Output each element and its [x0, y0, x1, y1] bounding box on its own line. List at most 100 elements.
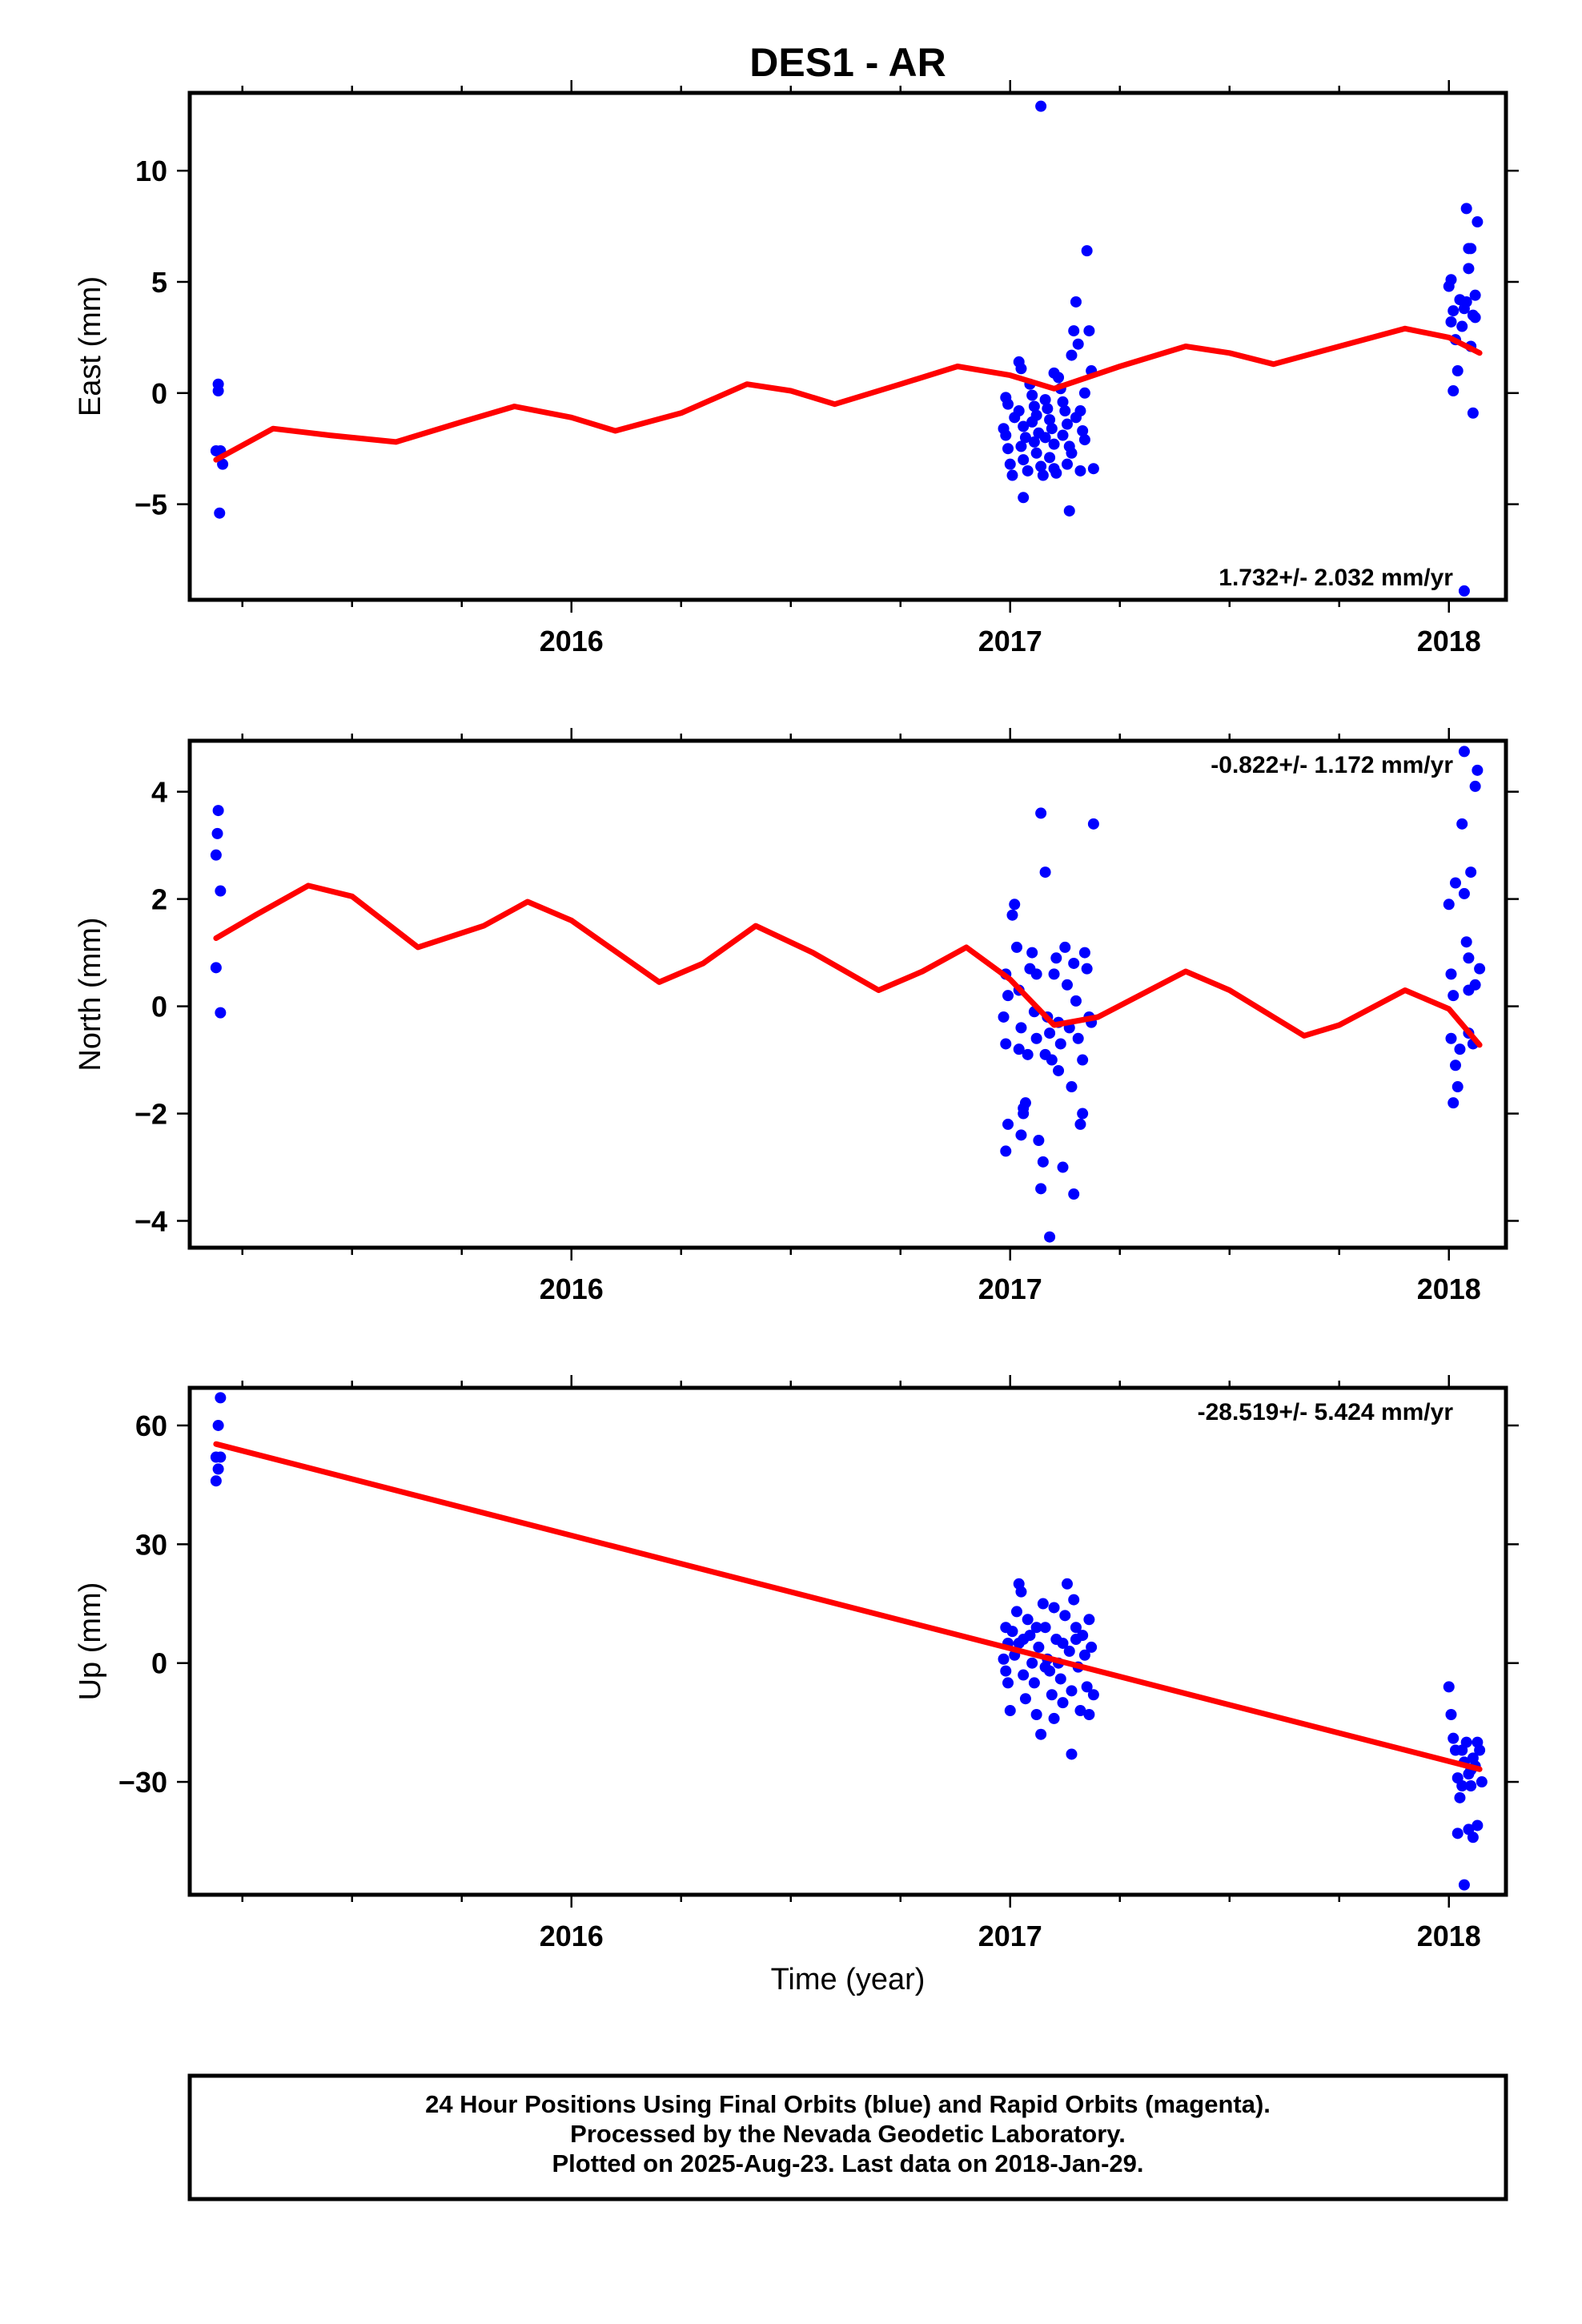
up-y-tick-label: 60	[135, 1409, 167, 1442]
north-data-point	[1449, 877, 1461, 889]
north-data-point	[1037, 1156, 1049, 1168]
up-y-tick-label: 30	[135, 1528, 167, 1561]
east-plot-frame	[187, 90, 1508, 602]
north-data-point	[1068, 957, 1080, 969]
footer-line-3: Plotted on 2025-Aug-23. Last data on 201…	[552, 2149, 1143, 2177]
north-data-point	[1015, 1129, 1027, 1141]
up-data-point	[1046, 1689, 1058, 1701]
up-rate-label: -28.519+/- 5.424 mm/yr	[1198, 1399, 1454, 1425]
east-data-point	[1026, 389, 1038, 401]
east-data-point	[1445, 316, 1457, 328]
up-panel: 2016 2017 2018 −30 0 30 60 Up (mm) -28.519+/- 5.…	[74, 1375, 1519, 1952]
up-y-tick-label: 0	[151, 1647, 167, 1680]
up-data-point	[1465, 1780, 1477, 1792]
north-data-point	[1000, 1145, 1012, 1157]
north-data-point	[1472, 764, 1484, 776]
north-data-point	[1059, 941, 1071, 953]
up-data-point	[1026, 1657, 1038, 1669]
east-data-point	[212, 385, 224, 397]
north-data-point	[1030, 1032, 1042, 1044]
east-data-point	[1009, 412, 1021, 424]
east-data-point	[1044, 414, 1056, 426]
plot-title: DES1 - AR	[749, 40, 946, 85]
east-data-point	[1452, 365, 1464, 377]
north-data-point	[1057, 1161, 1069, 1173]
north-y-tick-label: 2	[151, 883, 167, 916]
east-data-point	[1077, 425, 1089, 436]
east-y-tick-label: 0	[151, 377, 167, 410]
east-data-point	[1063, 505, 1075, 517]
east-data-point	[1074, 464, 1086, 476]
north-data-point	[998, 1011, 1010, 1023]
east-data-point	[1004, 458, 1016, 470]
up-data-point	[1030, 1708, 1042, 1720]
north-data-point	[1077, 1108, 1089, 1120]
north-data-point	[1039, 866, 1051, 879]
up-data-point	[210, 1475, 222, 1487]
east-y-tick-label: 10	[135, 155, 167, 187]
east-data-point	[214, 507, 226, 519]
east-data-point	[1447, 385, 1460, 397]
up-data-point	[1447, 1732, 1460, 1744]
north-data-point	[1048, 968, 1060, 980]
x-axis-label: Time (year)	[771, 1963, 926, 1996]
up-data-point	[1458, 1879, 1470, 1891]
north-data-point	[210, 962, 222, 974]
up-x-tick-label: 2018	[1417, 1920, 1481, 1952]
east-data-point	[1087, 463, 1099, 475]
north-data-point	[1018, 1102, 1030, 1114]
up-data-point	[1048, 1602, 1060, 1614]
east-data-point	[1035, 460, 1047, 472]
north-data-point	[1474, 963, 1486, 975]
footer-frame	[187, 2073, 1508, 2201]
up-data-point	[1086, 1641, 1098, 1653]
up-data-point	[1059, 1610, 1071, 1622]
north-data-point	[1443, 899, 1455, 911]
north-data-point	[1469, 979, 1481, 991]
up-data-point	[1022, 1614, 1034, 1626]
north-data-point	[1456, 818, 1468, 830]
north-data-point	[1053, 1064, 1065, 1076]
east-rate-label: 1.732+/- 2.032 mm/yr	[1219, 565, 1453, 591]
north-y-tick-label: −2	[135, 1098, 167, 1131]
up-data-point	[1048, 1712, 1060, 1724]
north-model-line	[213, 883, 1483, 1048]
north-y-tick-label: 4	[151, 776, 167, 809]
up-data-point	[1081, 1681, 1093, 1693]
east-x-tick-label: 2017	[978, 625, 1042, 657]
north-data-point	[1449, 1059, 1461, 1072]
up-data-point	[1083, 1614, 1095, 1626]
up-data-point	[1066, 1685, 1078, 1697]
north-data-point	[1066, 1081, 1078, 1093]
east-data-point	[1472, 216, 1484, 228]
up-data-point	[215, 1451, 227, 1463]
east-data-point	[217, 458, 229, 470]
north-data-point	[212, 805, 224, 817]
north-data-point	[1068, 1188, 1080, 1200]
up-data-point	[1456, 1780, 1468, 1792]
up-data-point	[1004, 1705, 1016, 1717]
east-data-point	[1062, 418, 1073, 430]
east-data-point	[1078, 434, 1090, 446]
up-data-point	[1033, 1641, 1045, 1653]
up-data-point	[1456, 1744, 1468, 1756]
east-data-point	[1006, 469, 1018, 481]
north-data-point	[1452, 1081, 1464, 1093]
east-data-point	[1070, 296, 1082, 308]
up-data-point	[1452, 1827, 1464, 1839]
east-data-point	[1039, 394, 1051, 406]
north-data-point	[1070, 995, 1082, 1007]
north-data-point	[215, 885, 227, 897]
east-data-point	[1081, 245, 1093, 257]
north-data-point	[1010, 941, 1022, 953]
up-data-point	[215, 1392, 227, 1404]
up-data-point	[1068, 1594, 1080, 1606]
east-data-point	[1469, 312, 1481, 324]
up-data-point	[1087, 1689, 1099, 1701]
north-data-point	[1013, 1043, 1025, 1055]
east-data-point	[1046, 423, 1058, 435]
north-data-point	[1002, 990, 1014, 1002]
up-data-point	[1074, 1705, 1086, 1717]
east-data-point	[1015, 440, 1027, 452]
north-y-tick-label: −4	[135, 1205, 167, 1238]
